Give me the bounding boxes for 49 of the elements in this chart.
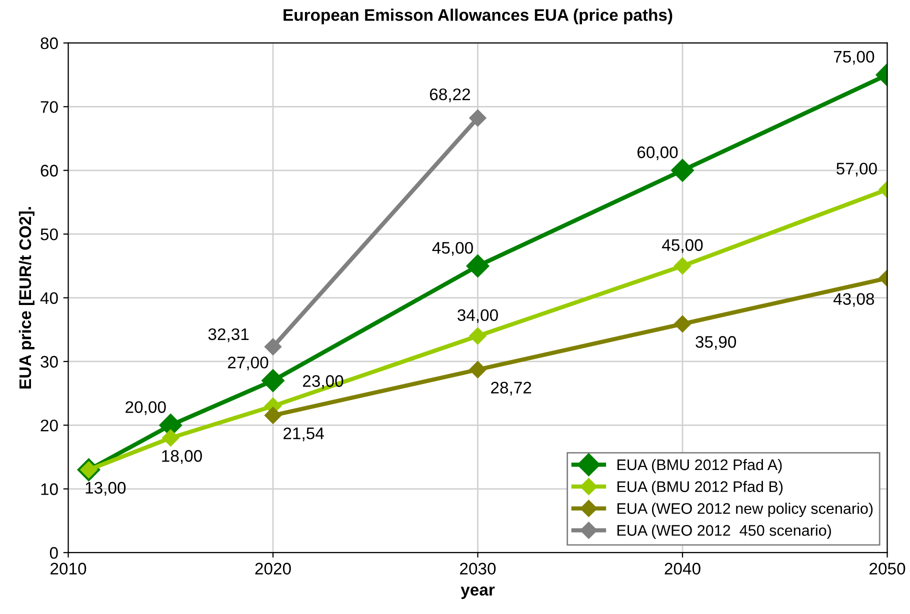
data-label: 20,00 [126, 401, 166, 415]
data-label: 57,00 [836, 162, 877, 176]
data-label: 45,00 [662, 239, 703, 253]
data-label: 43,08 [833, 293, 874, 307]
point [674, 257, 692, 274]
y-tick-label: 80 [40, 37, 58, 50]
legend-label: EUA (WEO 2012 450 scenario) [617, 524, 831, 539]
y-tick-label: 70 [40, 101, 58, 113]
data-label: 34,00 [458, 309, 498, 324]
data-label: 28,72 [491, 382, 532, 396]
point [264, 338, 282, 356]
data-label: 21,54 [284, 428, 324, 442]
x-tick-label: 2030 [460, 562, 496, 575]
point [162, 429, 180, 446]
point [469, 327, 486, 345]
data-label: 13,00 [86, 482, 126, 496]
legend-label: EUA (BMU 2012 Pfad A) [617, 458, 782, 474]
legend-label: EUA (BMU 2012 Pfad B) [617, 480, 783, 496]
legend-label: EUA (WEO 2012 new policy scenario) [617, 502, 873, 517]
point [674, 315, 692, 332]
point [469, 361, 486, 378]
y-tick-label: 10 [41, 483, 58, 496]
x-axis-title: year [460, 586, 495, 599]
y-tick-label: 50 [40, 228, 58, 240]
point [671, 158, 694, 182]
x-tick-label: 2010 [50, 562, 86, 575]
data-label: 23,00 [302, 375, 344, 389]
point [262, 369, 284, 392]
data-label: 75,00 [834, 50, 874, 65]
y-axis-title: EUA price [EUR/t CO2]. [18, 207, 34, 389]
y-tick-label: 0 [50, 547, 58, 559]
point [469, 109, 486, 127]
chart-title: European Emisson Allowances EUA (price paths) [284, 8, 672, 24]
data-label: 18,00 [162, 450, 202, 464]
data-label: 32,31 [208, 328, 249, 342]
x-tick-label: 2040 [664, 562, 700, 575]
y-tick-label: 40 [40, 292, 58, 304]
point [466, 254, 490, 278]
y-tick-label: 30 [40, 356, 58, 368]
x-tick-label: 2050 [870, 562, 906, 575]
data-label: 27,00 [228, 356, 268, 370]
y-tick-label: 60 [40, 164, 58, 177]
point [264, 406, 282, 424]
data-label: 35,90 [696, 336, 736, 350]
data-label: 45,00 [432, 242, 473, 256]
data-label: 60,00 [637, 146, 678, 160]
y-tick-label: 20 [40, 420, 58, 432]
x-tick-label: 2020 [255, 562, 291, 575]
data-label: 68,22 [430, 88, 470, 102]
